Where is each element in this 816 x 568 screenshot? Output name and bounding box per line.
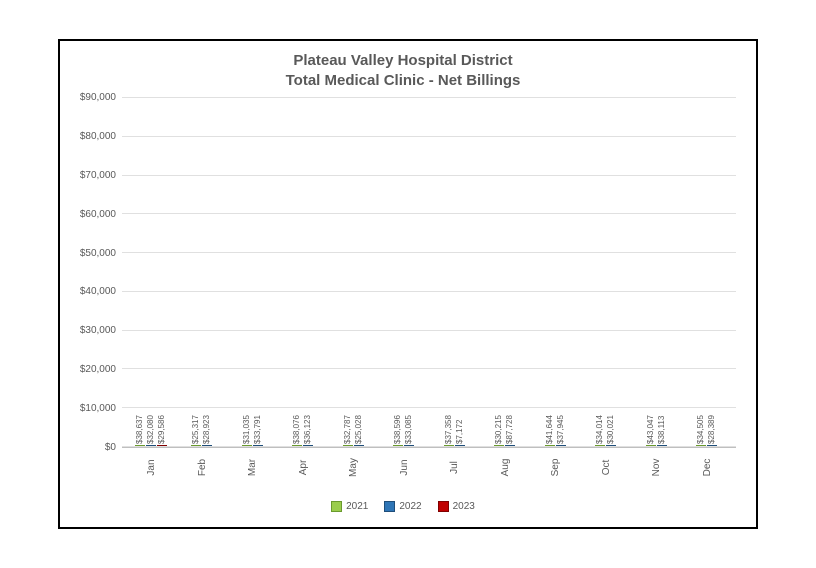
data-label: $34,014: [595, 415, 604, 444]
chart-title-1: Plateau Valley Hospital District: [70, 51, 736, 71]
gridline: [122, 175, 736, 176]
data-label: $30,021: [606, 415, 615, 444]
title-block: Plateau Valley Hospital District Total M…: [70, 51, 736, 90]
legend-swatch: [331, 501, 342, 512]
legend: 2021 2022 2023: [70, 501, 736, 512]
x-label: May: [348, 442, 359, 493]
legend-label: 2021: [346, 501, 368, 512]
data-label: $31,035: [242, 415, 251, 444]
gridline: [122, 252, 736, 253]
legend-item: 2021: [331, 501, 368, 512]
data-label: $43,047: [646, 415, 655, 444]
legend-label: 2022: [399, 501, 421, 512]
chart-container: Plateau Valley Hospital District Total M…: [58, 39, 758, 529]
data-label: $36,123: [303, 415, 312, 444]
legend-swatch: [384, 501, 395, 512]
x-label: Sep: [550, 442, 561, 493]
data-label: $38,637: [135, 415, 144, 444]
gridline: [122, 291, 736, 292]
data-label: $30,215: [494, 415, 503, 444]
gridline: [122, 97, 736, 98]
x-label: Feb: [196, 442, 207, 493]
data-label: $7,172: [455, 420, 464, 444]
x-axis: JanFebMarAprMayJunJulAugSepOctNovDec: [122, 448, 736, 473]
data-label: $38,076: [292, 415, 301, 444]
data-label: $41,644: [545, 415, 554, 444]
data-label: $37,358: [444, 415, 453, 444]
data-label: $87,728: [505, 415, 514, 444]
data-label: $37,945: [556, 415, 565, 444]
gridline: [122, 330, 736, 331]
x-label: Oct: [600, 442, 611, 493]
legend-swatch: [438, 501, 449, 512]
x-label: Apr: [297, 442, 308, 493]
gridline: [122, 407, 736, 408]
bars-area: $38,637$32,080$29,586 $25,317$28,923 $31,0…: [122, 98, 736, 447]
data-label: $38,113: [657, 416, 666, 444]
x-label: Jun: [398, 442, 409, 493]
chart-title-2: Total Medical Clinic - Net Billings: [70, 71, 736, 91]
gridline: [122, 213, 736, 214]
data-label: $34,505: [696, 415, 705, 444]
data-label: $28,389: [707, 415, 716, 444]
plot: $38,637$32,080$29,586 $25,317$28,923 $31,0…: [122, 98, 736, 448]
x-label: Jul: [449, 442, 460, 493]
gridline: [122, 446, 736, 447]
x-label: Dec: [701, 442, 712, 493]
data-label: $38,596: [393, 415, 402, 444]
data-label: $28,923: [202, 415, 211, 444]
gridline: [122, 136, 736, 137]
legend-item: 2023: [438, 501, 475, 512]
legend-item: 2022: [384, 501, 421, 512]
plot-area: $90,000$80,000$70,000$60,000$50,000$40,0…: [70, 98, 736, 448]
legend-label: 2023: [453, 501, 475, 512]
data-label: $33,085: [404, 415, 413, 444]
data-label: $33,791: [253, 415, 262, 444]
gridline: [122, 368, 736, 369]
x-label: Nov: [651, 442, 662, 493]
x-label: Aug: [499, 442, 510, 493]
data-label: $25,028: [354, 415, 363, 444]
x-label: Mar: [247, 442, 258, 493]
data-label: $29,586: [157, 415, 166, 444]
x-label: Jan: [146, 442, 157, 493]
data-label: $25,317: [191, 415, 200, 444]
data-label: $32,080: [146, 415, 155, 444]
y-axis: $90,000$80,000$70,000$60,000$50,000$40,0…: [70, 98, 122, 448]
data-label: $32,787: [343, 415, 352, 444]
